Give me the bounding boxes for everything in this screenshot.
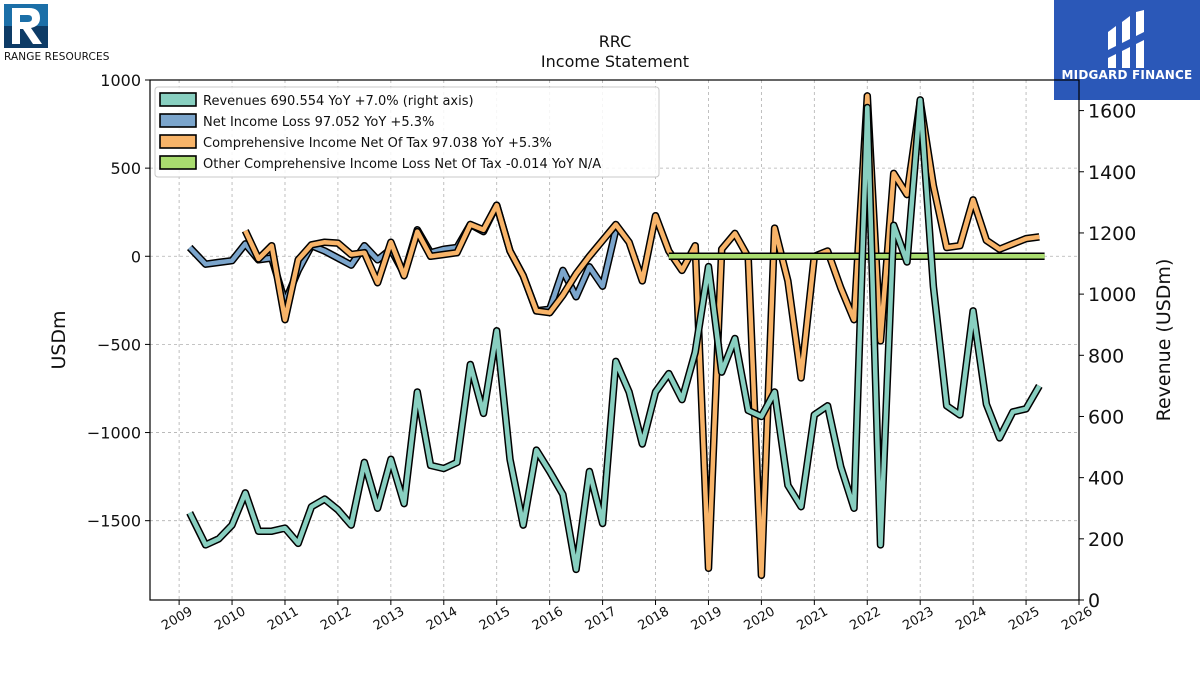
y-tick-label-right: 0 (1088, 590, 1100, 612)
net-income-loss-line-outline (186, 201, 620, 315)
x-tick-label: 2009 (159, 604, 195, 634)
range-resources-logo: RANGE RESOURCES (4, 4, 124, 66)
x-tick-label: 2025 (1006, 604, 1042, 634)
y-tick-label-right: 1200 (1088, 223, 1136, 245)
chart-title: RRC (599, 32, 632, 51)
midgard-finance-logo: MIDGARD FINANCE (1054, 0, 1200, 100)
x-tick-label: 2020 (742, 604, 778, 634)
x-tick-label: 2015 (477, 604, 513, 634)
plot-frame (149, 79, 1080, 601)
x-tick-label: 2016 (530, 604, 566, 634)
y-tick-label-left: −1000 (87, 424, 141, 443)
series-layer (186, 92, 1045, 580)
legend-swatch (159, 134, 197, 149)
x-tick-label: 2024 (953, 604, 989, 634)
y-tick-label-right: 1600 (1088, 101, 1136, 123)
y-tick-label-left: −500 (97, 335, 141, 354)
y-tick-label-left: −1500 (87, 512, 141, 531)
y-tick-label-right: 1400 (1088, 162, 1136, 184)
x-tick-label: 2014 (424, 604, 460, 634)
y-tick-label-right: 1000 (1088, 284, 1136, 306)
legend-label: Comprehensive Income Net Of Tax 97.038 Y… (203, 136, 552, 151)
x-tick-label: 2019 (689, 604, 725, 634)
chart-subtitle: Income Statement (541, 52, 689, 71)
y-tick-label-right: 600 (1088, 406, 1124, 428)
range-resources-logo-icon (4, 4, 48, 48)
range-resources-name: RANGE RESOURCES (4, 51, 110, 63)
y-tick-label-right: 200 (1088, 529, 1124, 551)
midgard-finance-name: MIDGARD FINANCE (1061, 68, 1193, 82)
x-tick-label: 2023 (900, 604, 936, 634)
x-tick-label: 2012 (318, 604, 354, 634)
midgard-finance-logo-icon (1108, 10, 1144, 68)
y-axis-label-right: Revenue (USDm) (1153, 259, 1175, 422)
x-tick-label: 2018 (636, 604, 672, 634)
x-tick-label: 2011 (265, 604, 301, 634)
legend-swatch (159, 92, 197, 107)
comprehensive-income-net-of-tax-line (243, 93, 1040, 578)
legend-label: Revenues 690.554 YoY +7.0% (right axis) (203, 94, 474, 109)
y-tick-label-left: 1000 (100, 71, 141, 90)
y-tick-label-right: 800 (1088, 345, 1124, 367)
x-tick-label: 2010 (212, 604, 248, 634)
legend-label: Other Comprehensive Income Loss Net Of T… (203, 157, 601, 172)
revenues-line (187, 97, 1042, 572)
x-tick-label: 2013 (371, 604, 407, 634)
legend-label: Net Income Loss 97.052 YoY +5.3% (203, 115, 434, 130)
legend: Revenues 690.554 YoY +7.0% (right axis) N… (154, 86, 660, 178)
y-tick-label-left: 500 (110, 159, 141, 178)
legend-swatch (159, 113, 197, 128)
legend-swatch (159, 155, 197, 170)
y-tick-label-right: 400 (1088, 468, 1124, 490)
legend-box (154, 86, 660, 178)
y-tick-label-left: 0 (131, 247, 141, 266)
x-tick-label: 2021 (794, 604, 830, 634)
x-tick-label: 2022 (847, 604, 883, 634)
x-tick-label: 2017 (583, 604, 619, 634)
y-axis-label-left: USDm (48, 310, 70, 369)
